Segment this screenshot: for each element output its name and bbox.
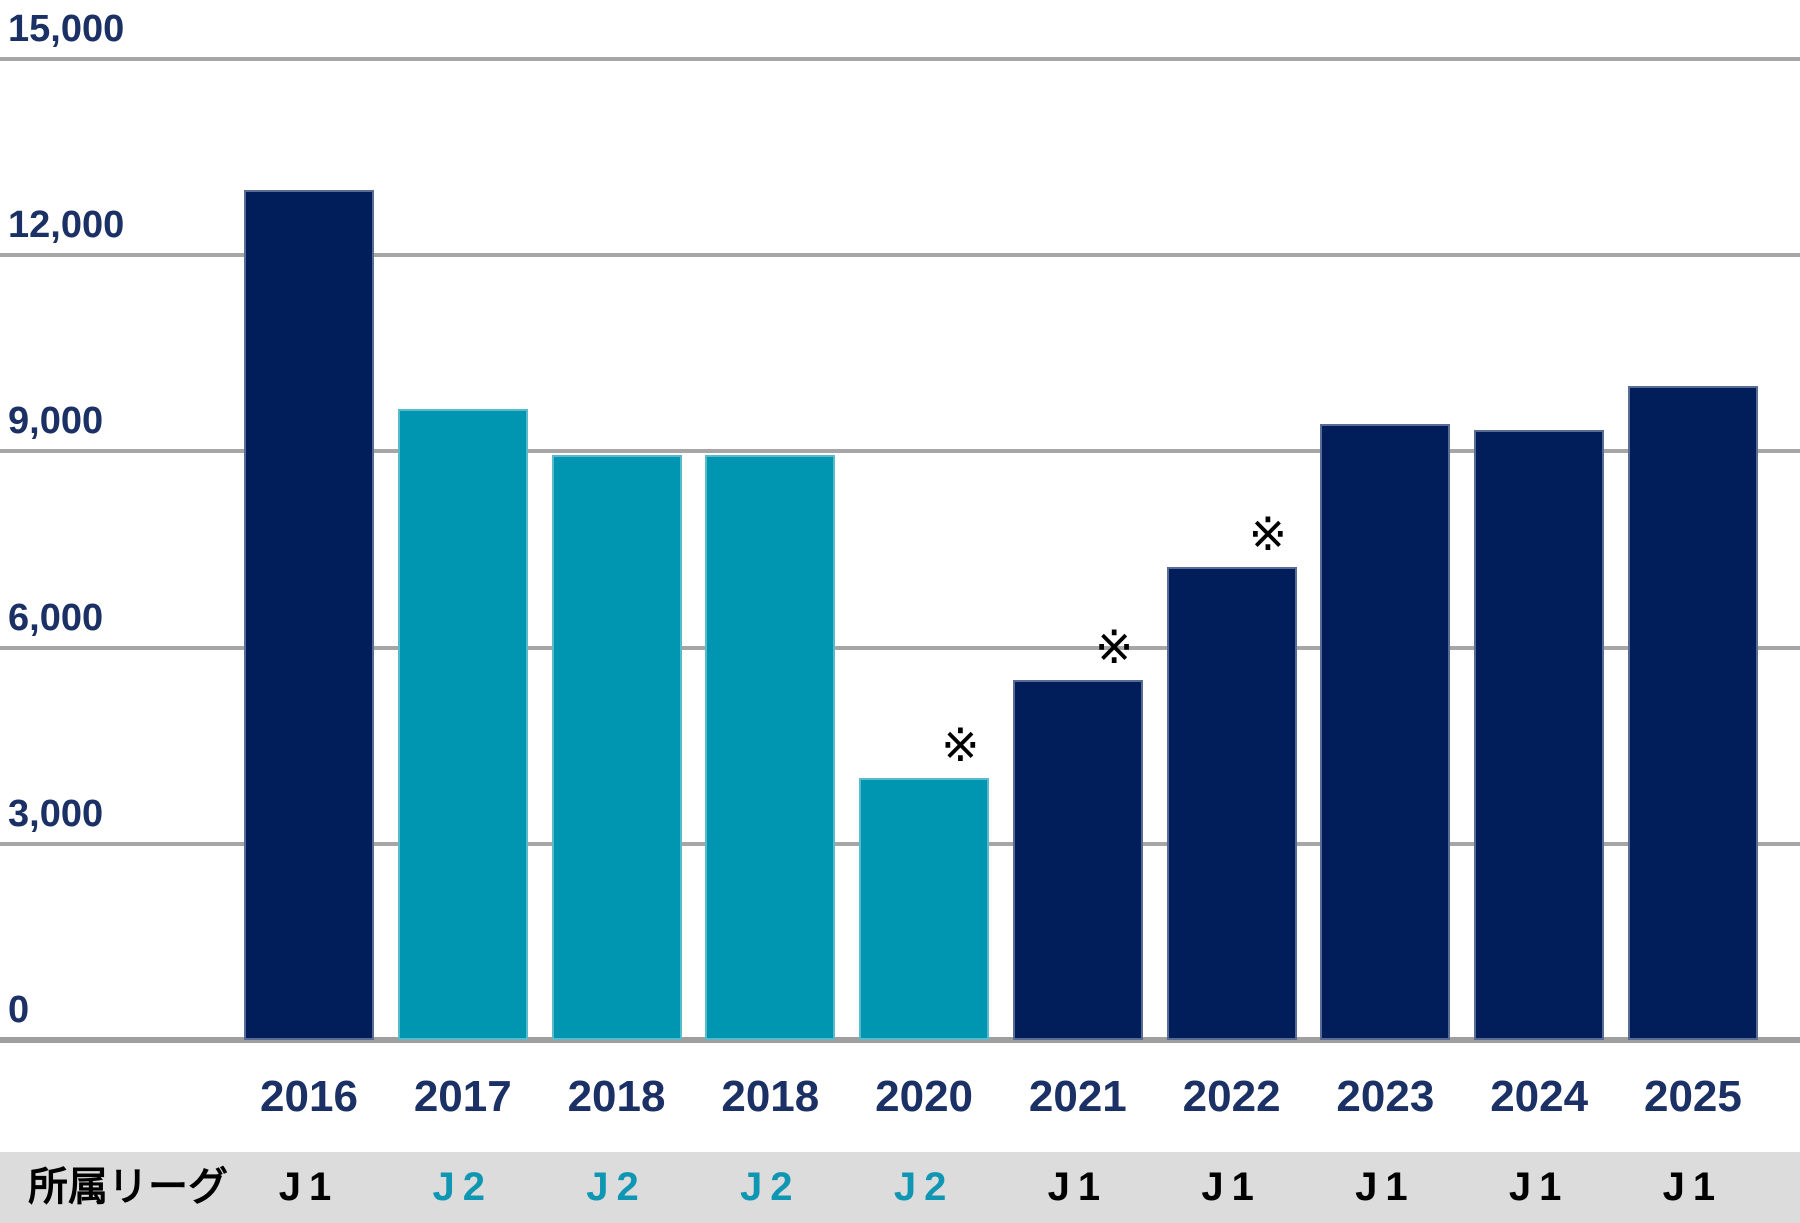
y-axis-tick-label: 3,000 <box>8 792 104 835</box>
gridline-6000 <box>0 645 1800 650</box>
bar-2025 <box>1627 386 1758 1040</box>
x-axis-label-2017: 2017 <box>413 1072 512 1121</box>
y-axis-tick-label: 9,000 <box>8 400 104 443</box>
bar-2020 <box>859 778 990 1040</box>
league-label-2017: J2 <box>432 1165 494 1209</box>
x-axis-label-2018: 2018 <box>567 1072 666 1121</box>
x-axis-label-2021: 2021 <box>1028 1072 1127 1121</box>
league-row-title: 所属リーグ <box>28 1165 228 1209</box>
league-label-2020: J2 <box>893 1165 955 1209</box>
bar-2017 <box>397 408 528 1040</box>
league-label-2018: J2 <box>586 1165 647 1209</box>
reference-mark-2022: ※ <box>1248 508 1288 561</box>
gridline-12000 <box>0 253 1800 258</box>
x-axis-label-2018-2: 2018 <box>721 1072 820 1121</box>
league-row: 所属リーグ J1 J2 J2 J2 J2 J1 J1 J1 J1 J1 <box>0 1152 1800 1223</box>
league-label-2023: J1 <box>1355 1165 1416 1209</box>
bar-2018 <box>551 454 682 1040</box>
bar-2022 <box>1166 567 1297 1040</box>
x-axis-label-2022: 2022 <box>1182 1072 1281 1121</box>
y-axis-tick-label: 6,000 <box>8 596 104 639</box>
bar-2021 <box>1012 680 1143 1040</box>
baseline-gridline <box>0 1037 1800 1043</box>
gridline-9000 <box>0 449 1800 454</box>
x-axis-label-2016: 2016 <box>260 1072 358 1121</box>
bar-2024 <box>1474 429 1605 1040</box>
league-label-2018-2: J2 <box>740 1165 801 1209</box>
bar-2016 <box>244 189 374 1040</box>
x-axis-label-2023: 2023 <box>1336 1072 1435 1121</box>
reference-mark-2020: ※ <box>941 719 980 772</box>
x-axis-label-2025: 2025 <box>1643 1072 1742 1121</box>
league-label-2021: J1 <box>1047 1165 1109 1209</box>
reference-mark-2021: ※ <box>1094 621 1134 674</box>
y-axis-tick-label: 12,000 <box>8 204 125 247</box>
y-axis-tick-label: 15,000 <box>8 8 125 50</box>
x-axis-label-2024: 2024 <box>1490 1072 1589 1121</box>
league-label-2024: J1 <box>1508 1165 1570 1209</box>
gridline-15000 <box>0 57 1800 61</box>
x-axis-label-2020: 2020 <box>875 1072 974 1121</box>
y-axis-tick-label: 0 <box>8 989 30 1031</box>
bar-2018-2 <box>705 454 836 1040</box>
league-label-2025: J1 <box>1662 1165 1724 1209</box>
league-label-2016: J1 <box>278 1165 340 1209</box>
bar-2023 <box>1320 423 1451 1040</box>
league-label-2022: J1 <box>1201 1165 1262 1209</box>
